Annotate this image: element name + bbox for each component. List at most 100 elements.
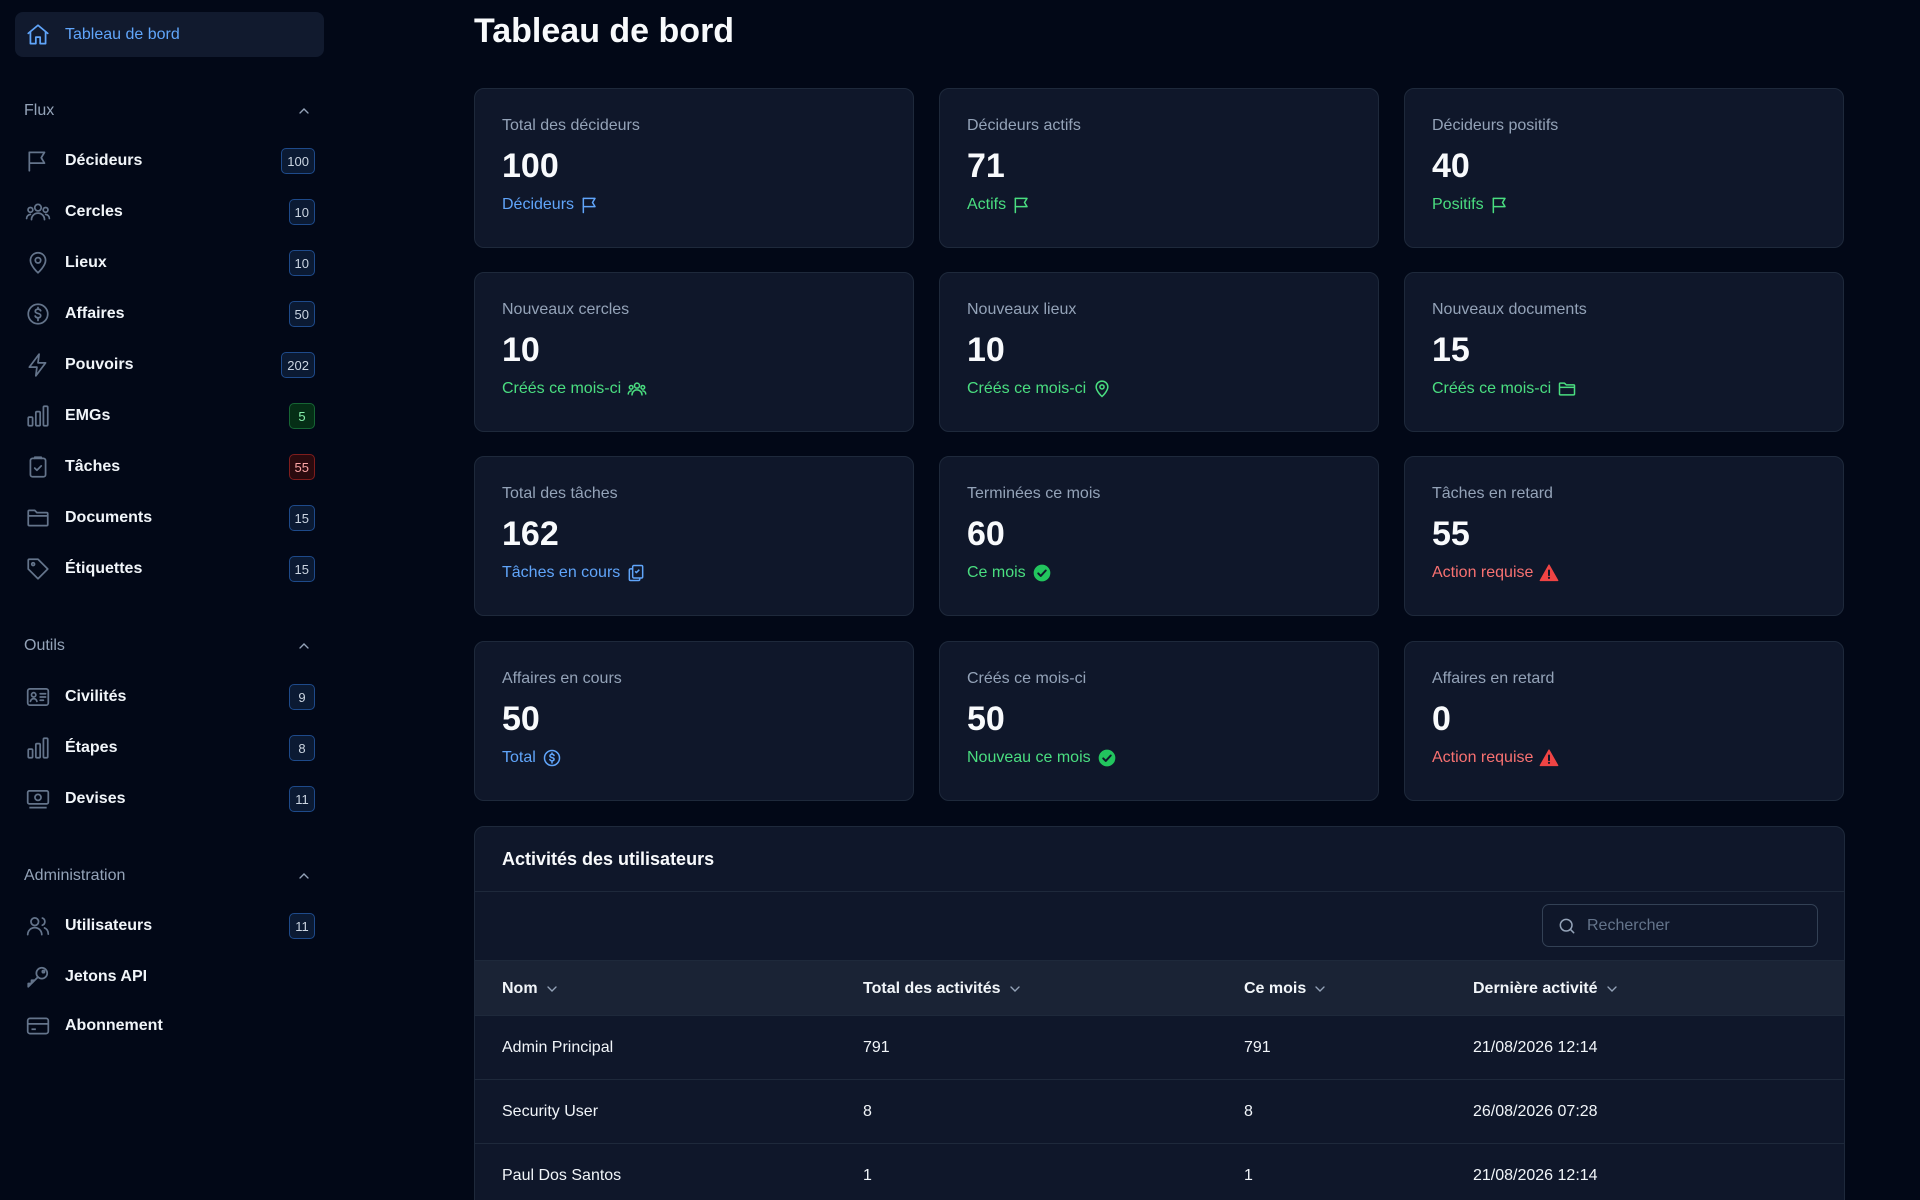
cell-nom: Admin Principal bbox=[502, 1039, 614, 1056]
sidebar-item-label: Utilisateurs bbox=[65, 917, 153, 934]
sidebar-item-label: Étapes bbox=[65, 739, 118, 756]
card-link[interactable]: Créés ce mois-ci bbox=[1432, 379, 1816, 399]
card-label: Tâches en retard bbox=[1432, 485, 1553, 502]
stat-card-nouveaux-cercles[interactable]: Nouveaux cercles 10 Créés ce mois-ci bbox=[474, 272, 914, 432]
warning-icon bbox=[1539, 748, 1559, 768]
column-label: Dernière activité bbox=[1473, 980, 1598, 997]
cell-total: 8 bbox=[863, 1103, 872, 1120]
card-sub-label: Créés ce mois-ci bbox=[1432, 380, 1552, 397]
cell-ce-mois: 8 bbox=[1244, 1103, 1253, 1120]
section-outils[interactable]: Outils bbox=[24, 634, 316, 658]
card-sub-label: Action requise bbox=[1432, 749, 1534, 766]
sidebar-item-dashboard[interactable]: Tableau de bord bbox=[15, 12, 324, 57]
column-header-nom[interactable]: Nom bbox=[502, 961, 560, 1017]
count-badge: 11 bbox=[289, 786, 315, 812]
table-row[interactable]: Admin Principal 791 791 21/08/2026 12:14 bbox=[475, 1016, 1844, 1080]
check-circle-icon bbox=[1032, 563, 1052, 583]
sidebar-item-taches[interactable]: Tâches 55 bbox=[15, 445, 324, 489]
panel-title: Activités des utilisateurs bbox=[475, 827, 1844, 892]
card-label: Décideurs positifs bbox=[1432, 117, 1559, 134]
stat-card-affaires-en-retard[interactable]: Affaires en retard 0 Action requise bbox=[1404, 641, 1844, 801]
sidebar-item-civilites[interactable]: Civilités 9 bbox=[15, 675, 324, 719]
card-label: Nouveaux lieux bbox=[967, 301, 1077, 318]
sidebar-item-utilisateurs[interactable]: Utilisateurs 11 bbox=[15, 904, 324, 948]
sidebar-item-jetons-api[interactable]: Jetons API bbox=[15, 955, 324, 999]
count-badge: 10 bbox=[288, 199, 315, 225]
chevron-up-icon[interactable] bbox=[296, 868, 312, 884]
stat-card-decideurs-positifs[interactable]: Décideurs positifs 40 Positifs bbox=[1404, 88, 1844, 248]
card-link[interactable]: Total bbox=[502, 748, 886, 768]
sidebar-item-label: Décideurs bbox=[65, 152, 143, 169]
sidebar-item-etapes[interactable]: Étapes 8 bbox=[15, 726, 324, 770]
card-link[interactable]: Action requise bbox=[1432, 563, 1816, 583]
sidebar-item-documents[interactable]: Documents 15 bbox=[15, 496, 324, 540]
card-link[interactable]: Décideurs bbox=[502, 195, 886, 215]
column-header-derniere-activite[interactable]: Dernière activité bbox=[1473, 961, 1620, 1017]
sidebar-item-emgs[interactable]: EMGs 5 bbox=[15, 394, 324, 438]
section-administration[interactable]: Administration bbox=[24, 864, 316, 888]
stat-card-total-decideurs[interactable]: Total des décideurs 100 Décideurs bbox=[474, 88, 914, 248]
card-link[interactable]: Créés ce mois-ci bbox=[967, 379, 1351, 399]
sidebar-item-decideurs[interactable]: Décideurs 100 bbox=[15, 139, 324, 183]
chevron-up-icon[interactable] bbox=[296, 638, 312, 654]
search-input[interactable] bbox=[1587, 916, 1807, 935]
table-row[interactable]: Paul Dos Santos 1 1 21/08/2026 12:14 bbox=[475, 1144, 1844, 1200]
flag-icon bbox=[1012, 195, 1032, 215]
sidebar-item-pouvoirs[interactable]: Pouvoirs 202 bbox=[15, 343, 324, 387]
card-sub-label: Ce mois bbox=[967, 564, 1026, 581]
card-label: Affaires en cours bbox=[502, 670, 622, 687]
sidebar-item-label: EMGs bbox=[65, 407, 111, 424]
column-header-ce-mois[interactable]: Ce mois bbox=[1244, 961, 1328, 1017]
chevron-down-icon bbox=[1312, 981, 1328, 997]
check-circle-icon bbox=[1097, 748, 1117, 768]
card-value: 71 bbox=[967, 147, 1005, 185]
column-header-total-activites[interactable]: Total des activités bbox=[863, 961, 1023, 1017]
card-link[interactable]: Actifs bbox=[967, 195, 1351, 215]
chevron-up-icon[interactable] bbox=[296, 103, 312, 119]
cell-nom: Paul Dos Santos bbox=[502, 1167, 622, 1184]
count-badge: 202 bbox=[281, 352, 315, 378]
count-badge: 100 bbox=[281, 148, 315, 174]
map-pin-icon bbox=[25, 250, 51, 276]
sidebar-item-devises[interactable]: Devises 11 bbox=[15, 777, 324, 821]
count-badge: 11 bbox=[289, 913, 315, 939]
card-value: 10 bbox=[967, 331, 1005, 369]
stat-card-terminees-ce-mois[interactable]: Terminées ce mois 60 Ce mois bbox=[939, 456, 1379, 616]
stat-card-crees-ce-mois[interactable]: Créés ce mois-ci 50 Nouveau ce mois bbox=[939, 641, 1379, 801]
card-link[interactable]: Créés ce mois-ci bbox=[502, 379, 886, 399]
stat-card-total-taches[interactable]: Total des tâches 162 Tâches en cours bbox=[474, 456, 914, 616]
sidebar-item-cercles[interactable]: Cercles 10 bbox=[15, 190, 324, 234]
users-icon bbox=[25, 913, 51, 939]
id-card-icon bbox=[25, 684, 51, 710]
card-link[interactable]: Tâches en cours bbox=[502, 563, 886, 583]
dollar-circle-icon bbox=[542, 748, 562, 768]
count-badge: 15 bbox=[288, 505, 315, 531]
table-row[interactable]: Security User 8 8 26/08/2026 07:28 bbox=[475, 1080, 1844, 1144]
card-link[interactable]: Action requise bbox=[1432, 748, 1816, 768]
clipboard-copy-icon bbox=[626, 563, 646, 583]
sidebar: Tableau de bord Flux Décideurs 100 Cercl… bbox=[0, 0, 340, 1200]
section-flux[interactable]: Flux bbox=[24, 99, 316, 123]
cell-ce-mois: 1 bbox=[1244, 1167, 1253, 1184]
sidebar-item-label: Documents bbox=[65, 509, 153, 526]
sidebar-item-affaires[interactable]: Affaires 50 bbox=[15, 292, 324, 336]
search-box[interactable] bbox=[1542, 904, 1818, 947]
card-link[interactable]: Ce mois bbox=[967, 563, 1351, 583]
users-icon bbox=[25, 199, 51, 225]
user-activity-panel: Activités des utilisateurs Nom Total des… bbox=[474, 826, 1845, 1200]
stat-card-decideurs-actifs[interactable]: Décideurs actifs 71 Actifs bbox=[939, 88, 1379, 248]
column-label: Ce mois bbox=[1244, 980, 1307, 997]
sidebar-item-lieux[interactable]: Lieux 10 bbox=[15, 241, 324, 285]
card-link[interactable]: Positifs bbox=[1432, 195, 1816, 215]
stat-card-nouveaux-lieux[interactable]: Nouveaux lieux 10 Créés ce mois-ci bbox=[939, 272, 1379, 432]
stat-card-nouveaux-documents[interactable]: Nouveaux documents 15 Créés ce mois-ci bbox=[1404, 272, 1844, 432]
clipboard-check-icon bbox=[25, 454, 51, 480]
card-value: 100 bbox=[502, 147, 559, 185]
sidebar-item-etiquettes[interactable]: Étiquettes 15 bbox=[15, 547, 324, 591]
stat-card-affaires-en-cours[interactable]: Affaires en cours 50 Total bbox=[474, 641, 914, 801]
card-link[interactable]: Nouveau ce mois bbox=[967, 748, 1351, 768]
stat-card-taches-en-retard[interactable]: Tâches en retard 55 Action requise bbox=[1404, 456, 1844, 616]
credit-card-icon bbox=[25, 1013, 51, 1039]
sidebar-item-abonnement[interactable]: Abonnement bbox=[15, 1004, 324, 1048]
section-title: Flux bbox=[24, 102, 55, 119]
